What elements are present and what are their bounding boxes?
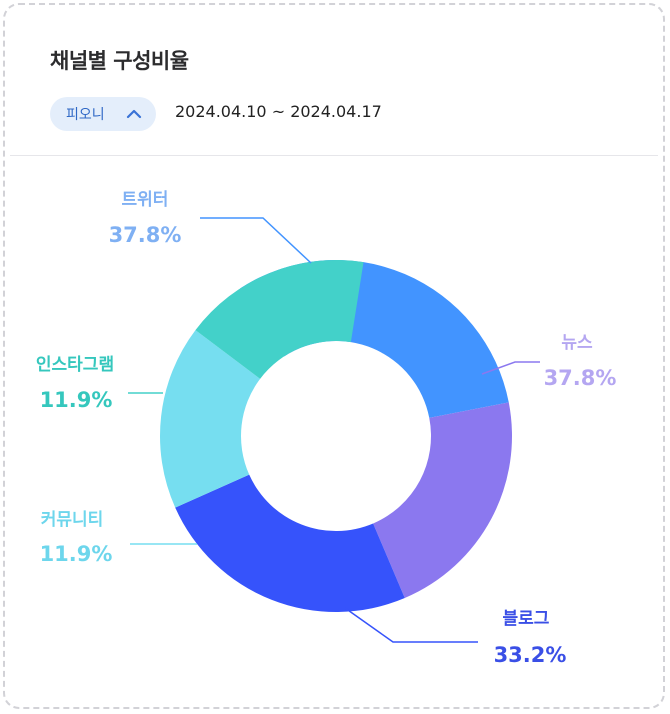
slice-name-news: 뉴스: [561, 333, 593, 353]
header-divider: [10, 155, 658, 156]
slice-label-community: 11.9%: [40, 542, 113, 566]
leader-line-blog: [344, 607, 478, 643]
slice-community[interactable]: [160, 330, 261, 508]
slice-name-twitter: 트위터: [122, 190, 169, 210]
leader-line-news: [481, 361, 540, 375]
slice-news[interactable]: [373, 402, 512, 599]
filter-chip[interactable]: 피오니: [50, 97, 156, 131]
slice-name-blog: 블로그: [503, 609, 550, 629]
page-title: 채널별 구성비율: [50, 49, 189, 73]
date-range: 2024.04.10 ~ 2024.04.17: [175, 102, 382, 121]
slice-name-community: 커뮤니티: [41, 510, 104, 530]
filter-chip-label: 피오니: [66, 107, 105, 123]
slice-blog[interactable]: [175, 474, 405, 612]
chevron-up-icon: [126, 109, 142, 119]
slice-label-twitter: 37.8%: [109, 223, 182, 247]
slice-label-news: 37.8%: [544, 366, 617, 390]
slice-label-blog: 33.2%: [494, 643, 567, 667]
slice-name-instagram: 인스타그램: [36, 355, 114, 375]
leader-line-twitter: [200, 217, 312, 264]
slice-instagram[interactable]: [195, 260, 364, 379]
slice-label-instagram: 11.9%: [40, 388, 113, 412]
